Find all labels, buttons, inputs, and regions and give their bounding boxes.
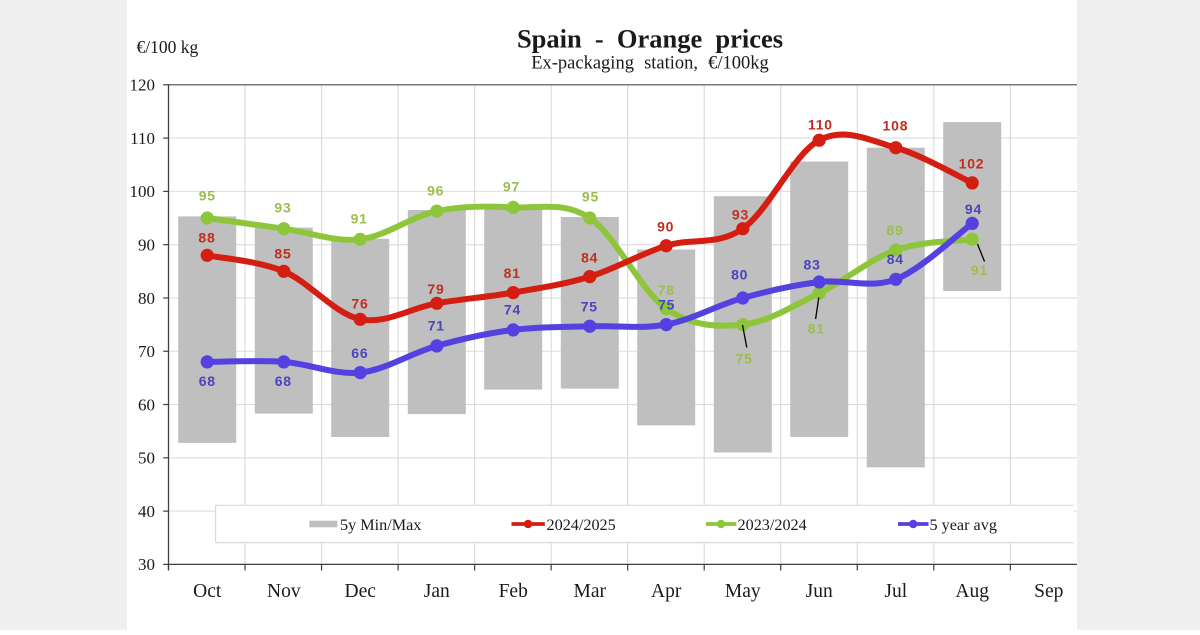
svg-text:Spain - Orange prices: Spain - Orange prices — [517, 24, 783, 54]
svg-text:2023/2024: 2023/2024 — [738, 516, 807, 534]
svg-text:94: 94 — [965, 201, 982, 217]
svg-text:71: 71 — [428, 318, 445, 334]
svg-text:Dec: Dec — [344, 581, 376, 602]
svg-text:100: 100 — [130, 182, 156, 201]
svg-text:75: 75 — [736, 351, 753, 367]
svg-text:79: 79 — [427, 281, 444, 297]
svg-text:Aug: Aug — [955, 581, 989, 602]
svg-text:50: 50 — [138, 449, 155, 468]
svg-text:81: 81 — [504, 265, 521, 281]
svg-text:Ex-packaging station, €/100kg: Ex-packaging station, €/100kg — [531, 54, 769, 74]
svg-text:88: 88 — [198, 230, 215, 246]
svg-text:68: 68 — [275, 373, 292, 389]
svg-text:€/100 kg: €/100 kg — [137, 37, 199, 57]
svg-text:84: 84 — [581, 250, 598, 266]
svg-text:Feb: Feb — [499, 581, 528, 602]
svg-text:110: 110 — [130, 129, 155, 148]
svg-text:91: 91 — [971, 262, 988, 278]
svg-text:75: 75 — [581, 299, 598, 315]
svg-text:91: 91 — [351, 211, 368, 227]
svg-text:89: 89 — [886, 222, 903, 238]
svg-text:66: 66 — [351, 345, 368, 361]
svg-text:70: 70 — [138, 342, 155, 361]
svg-text:80: 80 — [138, 289, 155, 308]
svg-text:120: 120 — [130, 76, 156, 95]
svg-text:2024/2025: 2024/2025 — [547, 516, 616, 534]
svg-text:Jul: Jul — [884, 581, 907, 602]
svg-text:83: 83 — [804, 256, 821, 272]
svg-text:95: 95 — [199, 188, 216, 204]
svg-text:5y Min/Max: 5y Min/Max — [340, 516, 421, 534]
svg-text:84: 84 — [887, 251, 904, 267]
svg-text:68: 68 — [199, 373, 216, 389]
svg-text:81: 81 — [808, 320, 825, 336]
svg-text:110: 110 — [808, 117, 833, 133]
svg-text:80: 80 — [731, 266, 748, 282]
svg-text:75: 75 — [658, 297, 675, 313]
svg-text:Jun: Jun — [806, 581, 833, 602]
svg-text:93: 93 — [274, 200, 291, 216]
svg-text:78: 78 — [658, 282, 675, 298]
svg-text:5 year avg: 5 year avg — [930, 516, 997, 534]
svg-text:96: 96 — [427, 183, 444, 199]
svg-text:90: 90 — [138, 236, 155, 255]
svg-text:97: 97 — [503, 179, 520, 195]
svg-text:74: 74 — [504, 302, 521, 318]
svg-text:93: 93 — [732, 207, 749, 223]
svg-text:95: 95 — [582, 189, 599, 205]
svg-text:May: May — [725, 581, 761, 602]
svg-text:Nov: Nov — [267, 581, 301, 602]
svg-text:Jan: Jan — [424, 581, 450, 602]
svg-text:108: 108 — [883, 118, 909, 134]
svg-text:85: 85 — [274, 246, 291, 262]
svg-text:Sep: Sep — [1034, 581, 1063, 602]
svg-text:Mar: Mar — [574, 581, 607, 602]
svg-text:Apr: Apr — [651, 581, 682, 602]
svg-text:Oct: Oct — [193, 581, 222, 602]
svg-text:40: 40 — [138, 502, 155, 521]
svg-text:30: 30 — [138, 555, 155, 574]
svg-text:60: 60 — [138, 395, 155, 414]
svg-text:90: 90 — [657, 219, 674, 235]
svg-text:76: 76 — [351, 296, 368, 312]
svg-text:102: 102 — [959, 156, 985, 172]
